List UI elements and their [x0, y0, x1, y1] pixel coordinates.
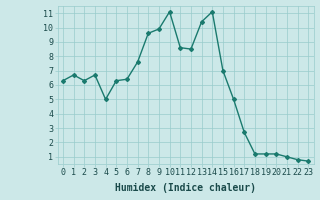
X-axis label: Humidex (Indice chaleur): Humidex (Indice chaleur) — [115, 183, 256, 193]
